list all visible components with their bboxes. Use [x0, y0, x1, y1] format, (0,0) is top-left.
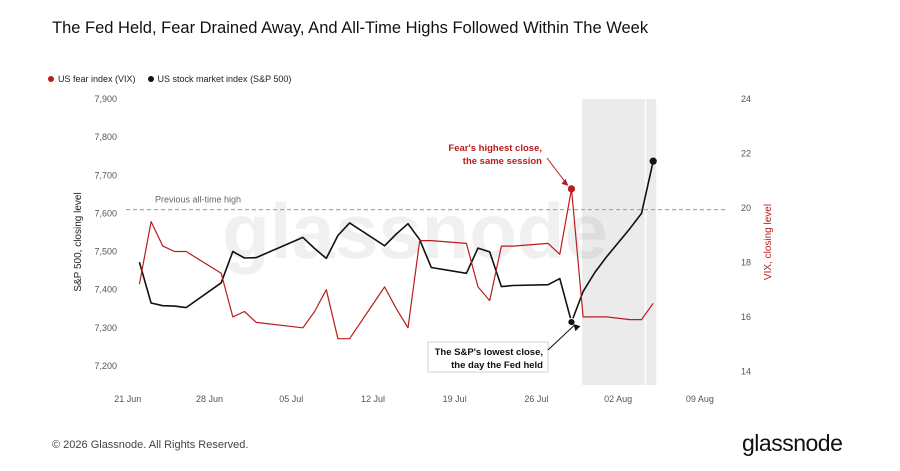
- vix-annotation-arrowhead: [561, 178, 569, 186]
- copyright-text: © 2026 Glassnode. All Rights Reserved.: [52, 439, 249, 451]
- y-left-tick-label: 7,800: [94, 132, 117, 142]
- legend-vix-marker: [48, 76, 54, 82]
- legend-spx-label: US stock market index (S&P 500): [157, 74, 292, 84]
- vix-annotation-pointer: [546, 157, 568, 186]
- y-left-tick-label: 7,500: [94, 247, 117, 257]
- watermark: glassnode: [222, 187, 608, 275]
- y-left-tick-label: 7,200: [94, 361, 117, 371]
- legend-vix-label: US fear index (VIX): [58, 74, 136, 84]
- x-tick-label: 02 Aug: [604, 394, 632, 404]
- y-right-tick-label: 20: [741, 203, 751, 213]
- y-left-tick-label: 7,700: [94, 170, 117, 180]
- spx-low-point: [567, 317, 576, 327]
- y-left-tick-label: 7,300: [94, 323, 117, 333]
- y-left-tick-label: 7,600: [94, 208, 117, 218]
- spx-annotation-arrowhead: [573, 324, 581, 332]
- vix-annotation-line1: Fear's highest close,: [448, 143, 542, 154]
- x-tick-label: 19 Jul: [443, 394, 467, 404]
- y-left-tick-label: 7,900: [94, 94, 117, 104]
- y-right-tick-label: 22: [741, 148, 751, 158]
- spx-latest-point: [649, 157, 657, 165]
- y-right-tick-label: 14: [741, 366, 751, 376]
- spx-annotation-box: [427, 341, 549, 373]
- x-tick-label: 09 Aug: [686, 394, 714, 404]
- x-tick-label: 12 Jul: [361, 394, 385, 404]
- y-left-axis-title: S&P 500, closing level: [73, 192, 84, 291]
- vix-series-line: [138, 188, 654, 340]
- legend-item-spx[interactable]: US stock market index (S&P 500): [147, 74, 292, 84]
- legend-item-vix[interactable]: US fear index (VIX): [48, 74, 136, 84]
- vix-annotation-line2: the same session: [463, 156, 542, 167]
- y-right-tick-label: 24: [741, 94, 751, 104]
- spx-annotation-line1: The S&P's lowest close,: [435, 347, 543, 358]
- vix-peak-point: [567, 185, 576, 193]
- spx-annotation-pointer: [547, 324, 575, 351]
- chart-legend: US fear index (VIX) US stock market inde…: [48, 74, 291, 84]
- chart-title: The Fed Held, Fear Drained Away, And All…: [52, 19, 649, 37]
- y-left-tick-label: 7,400: [94, 285, 117, 295]
- y-right-tick-label: 18: [741, 257, 751, 267]
- brand-logo-text: glassnode: [742, 430, 843, 456]
- reference-line-label: Previous all-time high: [155, 195, 241, 205]
- spx-series-line: [138, 161, 654, 323]
- y-right-tick-label: 16: [741, 312, 751, 322]
- x-tick-label: 26 Jul: [524, 394, 548, 404]
- spx-annotation-line2: the day the Fed held: [451, 360, 543, 371]
- vix-annotation-box: [436, 138, 546, 170]
- x-tick-label: 05 Jul: [279, 394, 303, 404]
- y-right-axis-title: VIX, closing level: [763, 204, 774, 280]
- x-tick-label: 28 Jun: [196, 394, 223, 404]
- legend-spx-marker: [147, 76, 154, 82]
- x-tick-label: 21 Jun: [114, 394, 141, 404]
